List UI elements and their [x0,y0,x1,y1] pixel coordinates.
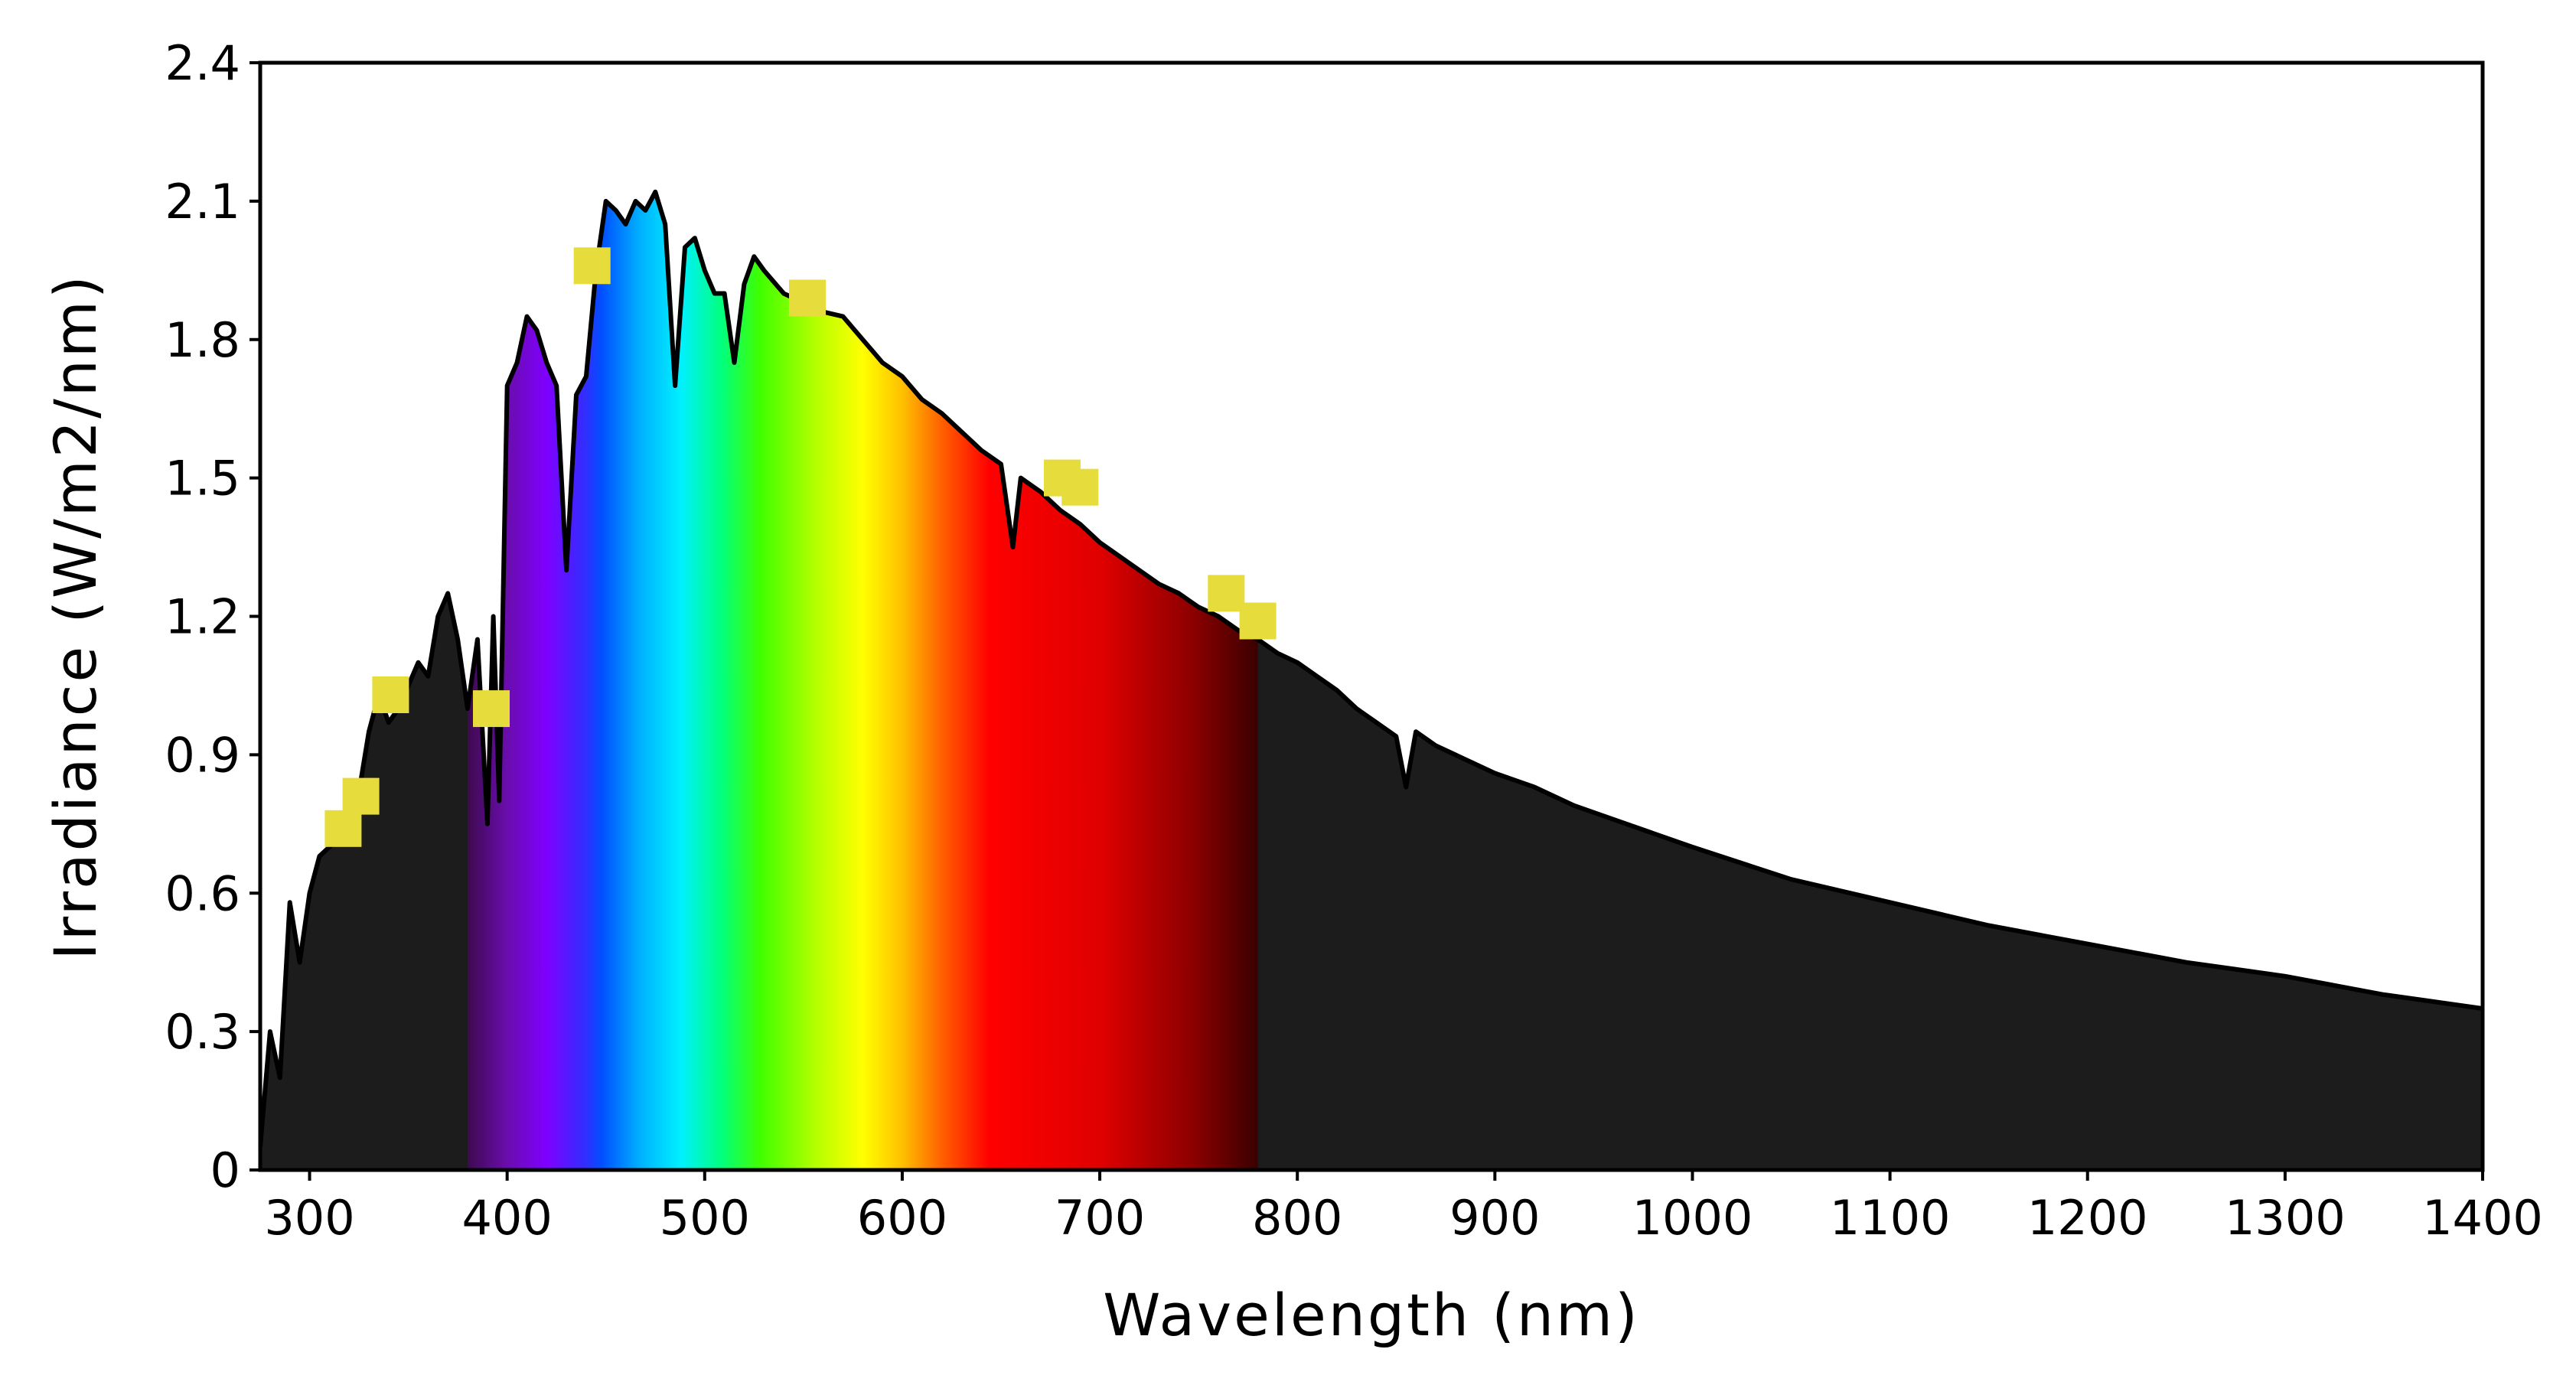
x-tick-label: 500 [660,1190,750,1246]
x-tick-label: 300 [264,1190,354,1246]
irradiance-line [260,189,2483,1148]
x-axis-title: Wavelength (nm) [1103,1281,1640,1349]
visible-spectrum-band [468,191,1258,1170]
data-marker [1061,468,1099,506]
data-marker [324,810,362,847]
x-tick-label: 1000 [1632,1190,1753,1246]
x-tick-label: 600 [857,1190,947,1246]
y-tick-label: 1.8 [165,312,240,368]
x-tick-label: 1300 [2225,1190,2346,1246]
data-marker [1208,575,1245,612]
data-marker [573,247,611,285]
data-marker [1239,602,1277,640]
y-tick-label: 0.9 [165,727,240,783]
y-tick-label: 1.5 [165,451,240,507]
markers-layer [324,247,1277,847]
y-axis: 0 0.3 0.6 0.9 1.2 1.5 1.8 2.1 2.4 [165,35,260,1198]
y-tick-label: 2.4 [165,35,240,91]
x-tick-label: 1200 [2027,1190,2148,1246]
y-tick-label: 0 [210,1142,240,1198]
y-tick-label: 0.3 [165,1004,240,1060]
y-axis-title: Irradiance (W/m2/nm) [41,273,109,960]
y-tick-label: 0.6 [165,865,240,921]
data-marker [789,279,826,317]
plot-area [260,189,2483,1170]
x-tick-label: 900 [1449,1190,1540,1246]
y-tick-label: 2.1 [165,174,240,230]
x-axis: 300 400 500 600 700 800 900 1000 1100 1200 1300 140… [264,1170,2543,1246]
x-tick-label: 1100 [1830,1190,1951,1246]
data-marker [342,777,380,815]
x-tick-label: 700 [1055,1190,1145,1246]
x-tick-label: 1400 [2422,1190,2543,1246]
data-marker [372,676,409,713]
data-marker [473,690,510,728]
x-tick-label: 400 [461,1190,552,1246]
y-tick-label: 1.2 [165,589,240,645]
x-tick-label: 800 [1252,1190,1342,1246]
